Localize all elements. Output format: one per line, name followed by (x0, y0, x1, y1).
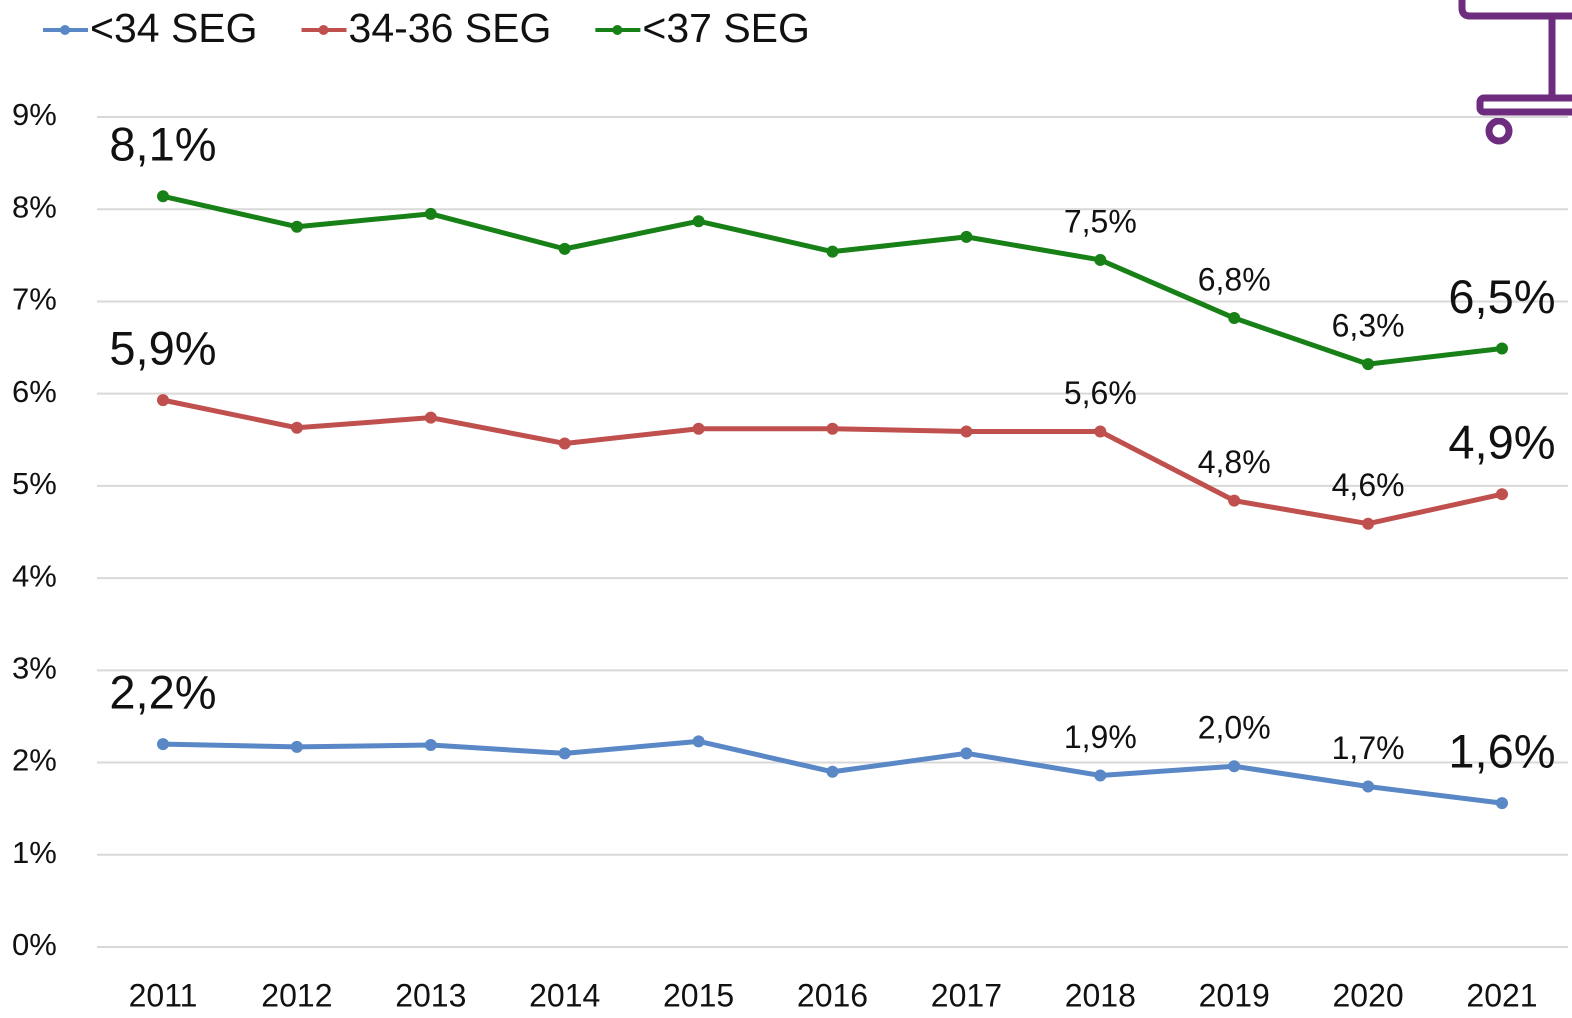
data-label: 6,3% (1332, 308, 1405, 344)
cart-icon (1458, 0, 1572, 145)
data-point (960, 425, 973, 438)
data-point (558, 747, 571, 760)
data-point (1362, 517, 1375, 530)
data-point (692, 422, 705, 435)
data-point (424, 207, 437, 220)
data-point (424, 411, 437, 424)
data-label: 8,1% (109, 118, 216, 171)
data-point (558, 242, 571, 255)
data-point (290, 220, 303, 233)
x-tick-label: 2018 (1065, 977, 1136, 1013)
data-point (1496, 342, 1508, 355)
data-label: 7,5% (1064, 203, 1137, 239)
y-tick-label: 3% (12, 651, 57, 686)
x-tick-label: 2020 (1333, 977, 1404, 1013)
data-point (960, 230, 973, 243)
x-tick-label: 2014 (529, 977, 600, 1013)
data-label: 2,2% (109, 666, 216, 719)
legend-marker (612, 25, 623, 35)
data-point (826, 245, 839, 258)
x-tick-label: 2013 (395, 977, 466, 1013)
x-tick-label: 2021 (1466, 977, 1537, 1013)
data-point (1094, 253, 1107, 266)
data-point (157, 190, 169, 203)
x-tick-label: 2011 (129, 977, 198, 1013)
y-tick-label: 1% (12, 835, 57, 870)
data-point (826, 422, 839, 435)
x-tick-label: 2016 (797, 977, 868, 1013)
data-point (1228, 312, 1241, 325)
data-point (157, 394, 169, 407)
data-point (692, 735, 705, 748)
data-point (826, 765, 839, 778)
data-point (1094, 425, 1107, 438)
x-tick-label: 2019 (1199, 977, 1270, 1013)
series-line (162, 193, 1503, 367)
data-label: 4,9% (1448, 416, 1555, 469)
data-label: 2,0% (1198, 710, 1271, 746)
data-label: 5,9% (109, 322, 216, 375)
data-point (960, 747, 973, 760)
data-point (1228, 760, 1241, 773)
data-label: 6,5% (1448, 270, 1555, 323)
data-point (290, 740, 303, 753)
data-point (1362, 780, 1375, 793)
data-label: 6,8% (1198, 261, 1271, 297)
data-point (1496, 797, 1508, 810)
legend-item: 34-36 SEG (301, 5, 552, 51)
data-label: 4,8% (1198, 444, 1271, 480)
legend-item: <37 SEG (595, 5, 810, 51)
x-tick-label: 2012 (261, 977, 332, 1013)
y-tick-label: 9% (12, 97, 57, 132)
data-label: 1,7% (1332, 730, 1405, 766)
x-tick-label: 2017 (931, 977, 1002, 1013)
y-tick-label: 0% (12, 927, 57, 962)
data-point (290, 421, 303, 434)
data-label: 4,6% (1332, 467, 1405, 503)
y-tick-label: 2% (12, 743, 57, 778)
data-point (157, 738, 169, 751)
legend-item: <34 SEG (43, 5, 258, 51)
data-point (1228, 494, 1241, 507)
legend-marker (318, 25, 329, 35)
y-tick-label: 4% (12, 558, 57, 593)
data-point (1496, 488, 1508, 501)
data-label: 1,6% (1448, 725, 1555, 778)
y-tick-label: 6% (12, 374, 57, 409)
y-tick-label: 8% (12, 189, 57, 224)
legend-label: <37 SEG (642, 5, 810, 51)
x-tick-label: 2015 (663, 977, 734, 1013)
legend-label: <34 SEG (90, 5, 258, 51)
legend-marker (60, 25, 70, 35)
data-point (1362, 358, 1375, 371)
y-tick-label: 7% (12, 282, 57, 317)
data-label: 5,6% (1064, 375, 1137, 411)
data-point (424, 739, 437, 752)
data-point (692, 215, 705, 228)
series-line (162, 397, 1503, 527)
data-point (1094, 769, 1107, 782)
legend-label: 34-36 SEG (349, 5, 552, 51)
y-tick-label: 5% (12, 466, 57, 501)
data-label: 1,9% (1064, 719, 1137, 755)
data-point (558, 437, 571, 450)
